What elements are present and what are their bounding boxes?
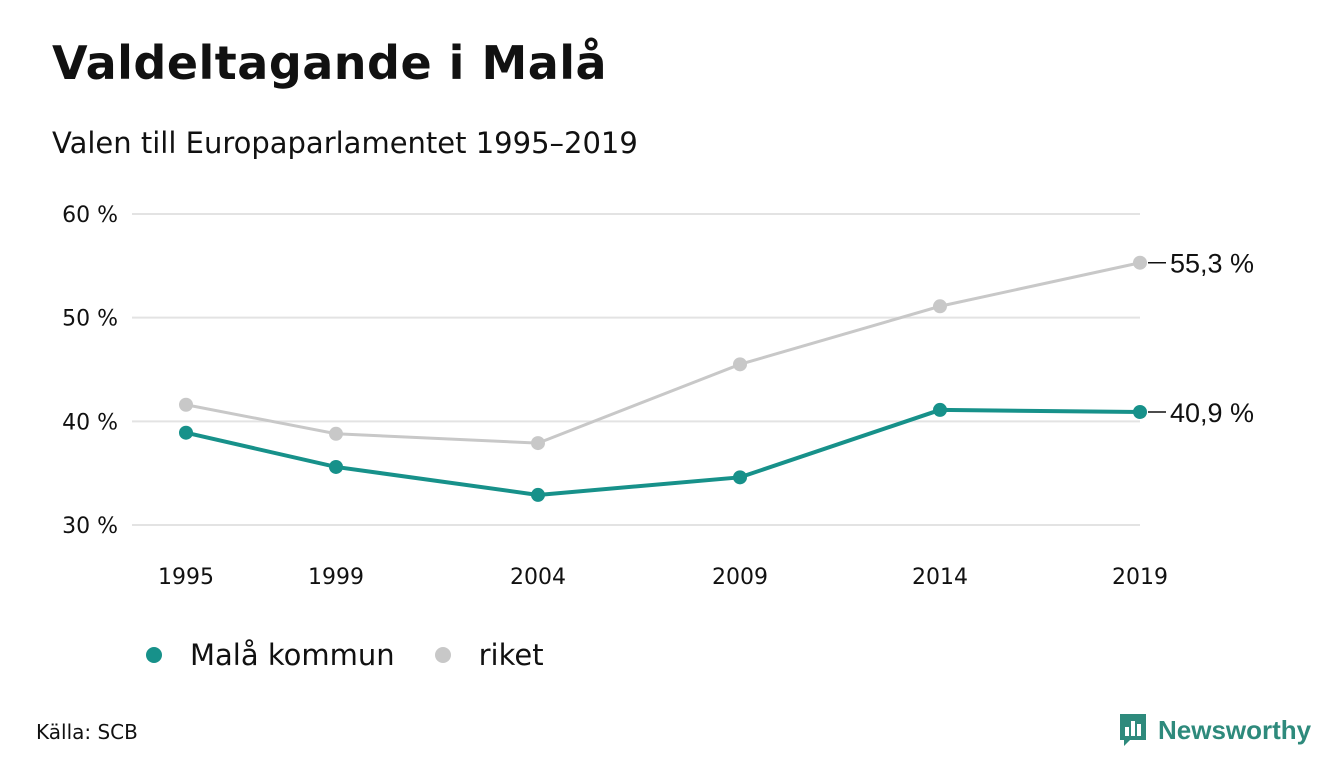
- legend-item-mala: Malå kommun: [146, 638, 395, 672]
- x-tick-label: 2019: [1112, 565, 1168, 590]
- series-line-riket: [185, 261, 1141, 445]
- data-point-riket: [1133, 255, 1147, 270]
- y-tick-label: 30 %: [62, 514, 118, 539]
- y-tick-label: 60 %: [62, 203, 118, 228]
- x-axis-ticks: 1995 1999 2004 2009 2014 2019: [158, 565, 1168, 590]
- x-tick-label: 2009: [712, 565, 768, 590]
- data-point-mala: [531, 487, 545, 502]
- y-axis-ticks: 30 % 40 % 50 % 60 %: [62, 203, 118, 539]
- legend-marker-mala: [146, 647, 162, 663]
- chart-subtitle: Valen till Europaparlamentet 1995–2019: [52, 126, 638, 160]
- series-group: 55,3 % 40,9 %: [179, 249, 1254, 502]
- legend-marker-riket: [434, 647, 451, 663]
- source-note: Källa: SCB: [36, 720, 138, 744]
- y-tick-label: 40 %: [62, 410, 118, 435]
- data-point-riket: [179, 397, 193, 412]
- y-tick-label: 50 %: [62, 307, 118, 332]
- end-value-label: 40,9 %: [1170, 398, 1254, 428]
- gridlines: [132, 213, 1140, 526]
- brand-logo: Newsworthy: [1118, 712, 1311, 748]
- line-chart: 30 % 40 % 50 % 60 % 1995 1999 2004 2009 2014 201…: [62, 203, 1254, 590]
- data-point-mala: [329, 459, 343, 474]
- x-tick-label: 1999: [308, 565, 364, 590]
- data-point-riket: [329, 426, 343, 441]
- data-point-riket: [733, 357, 747, 372]
- data-point-riket: [531, 436, 545, 451]
- x-tick-label: 1995: [158, 565, 214, 590]
- series-line-mala: [185, 407, 1141, 497]
- chart-title: Valdeltagande i Malå: [52, 36, 608, 90]
- end-value-label: 55,3 %: [1170, 249, 1254, 279]
- x-tick-label: 2004: [510, 565, 566, 590]
- brand-name: Newsworthy: [1158, 714, 1312, 745]
- legend-item-riket: riket: [434, 638, 544, 672]
- data-point-mala: [179, 425, 193, 440]
- data-point-riket: [933, 299, 947, 314]
- x-tick-label: 2014: [912, 565, 968, 590]
- bar-chart-speech-bubble-icon: [1120, 714, 1146, 746]
- data-point-mala: [933, 402, 947, 417]
- data-point-mala: [733, 470, 747, 485]
- legend: Malå kommun riket: [146, 638, 584, 672]
- legend-label-mala: Malå kommun: [190, 638, 395, 672]
- legend-label-riket: riket: [478, 638, 544, 672]
- data-point-mala: [1133, 405, 1147, 420]
